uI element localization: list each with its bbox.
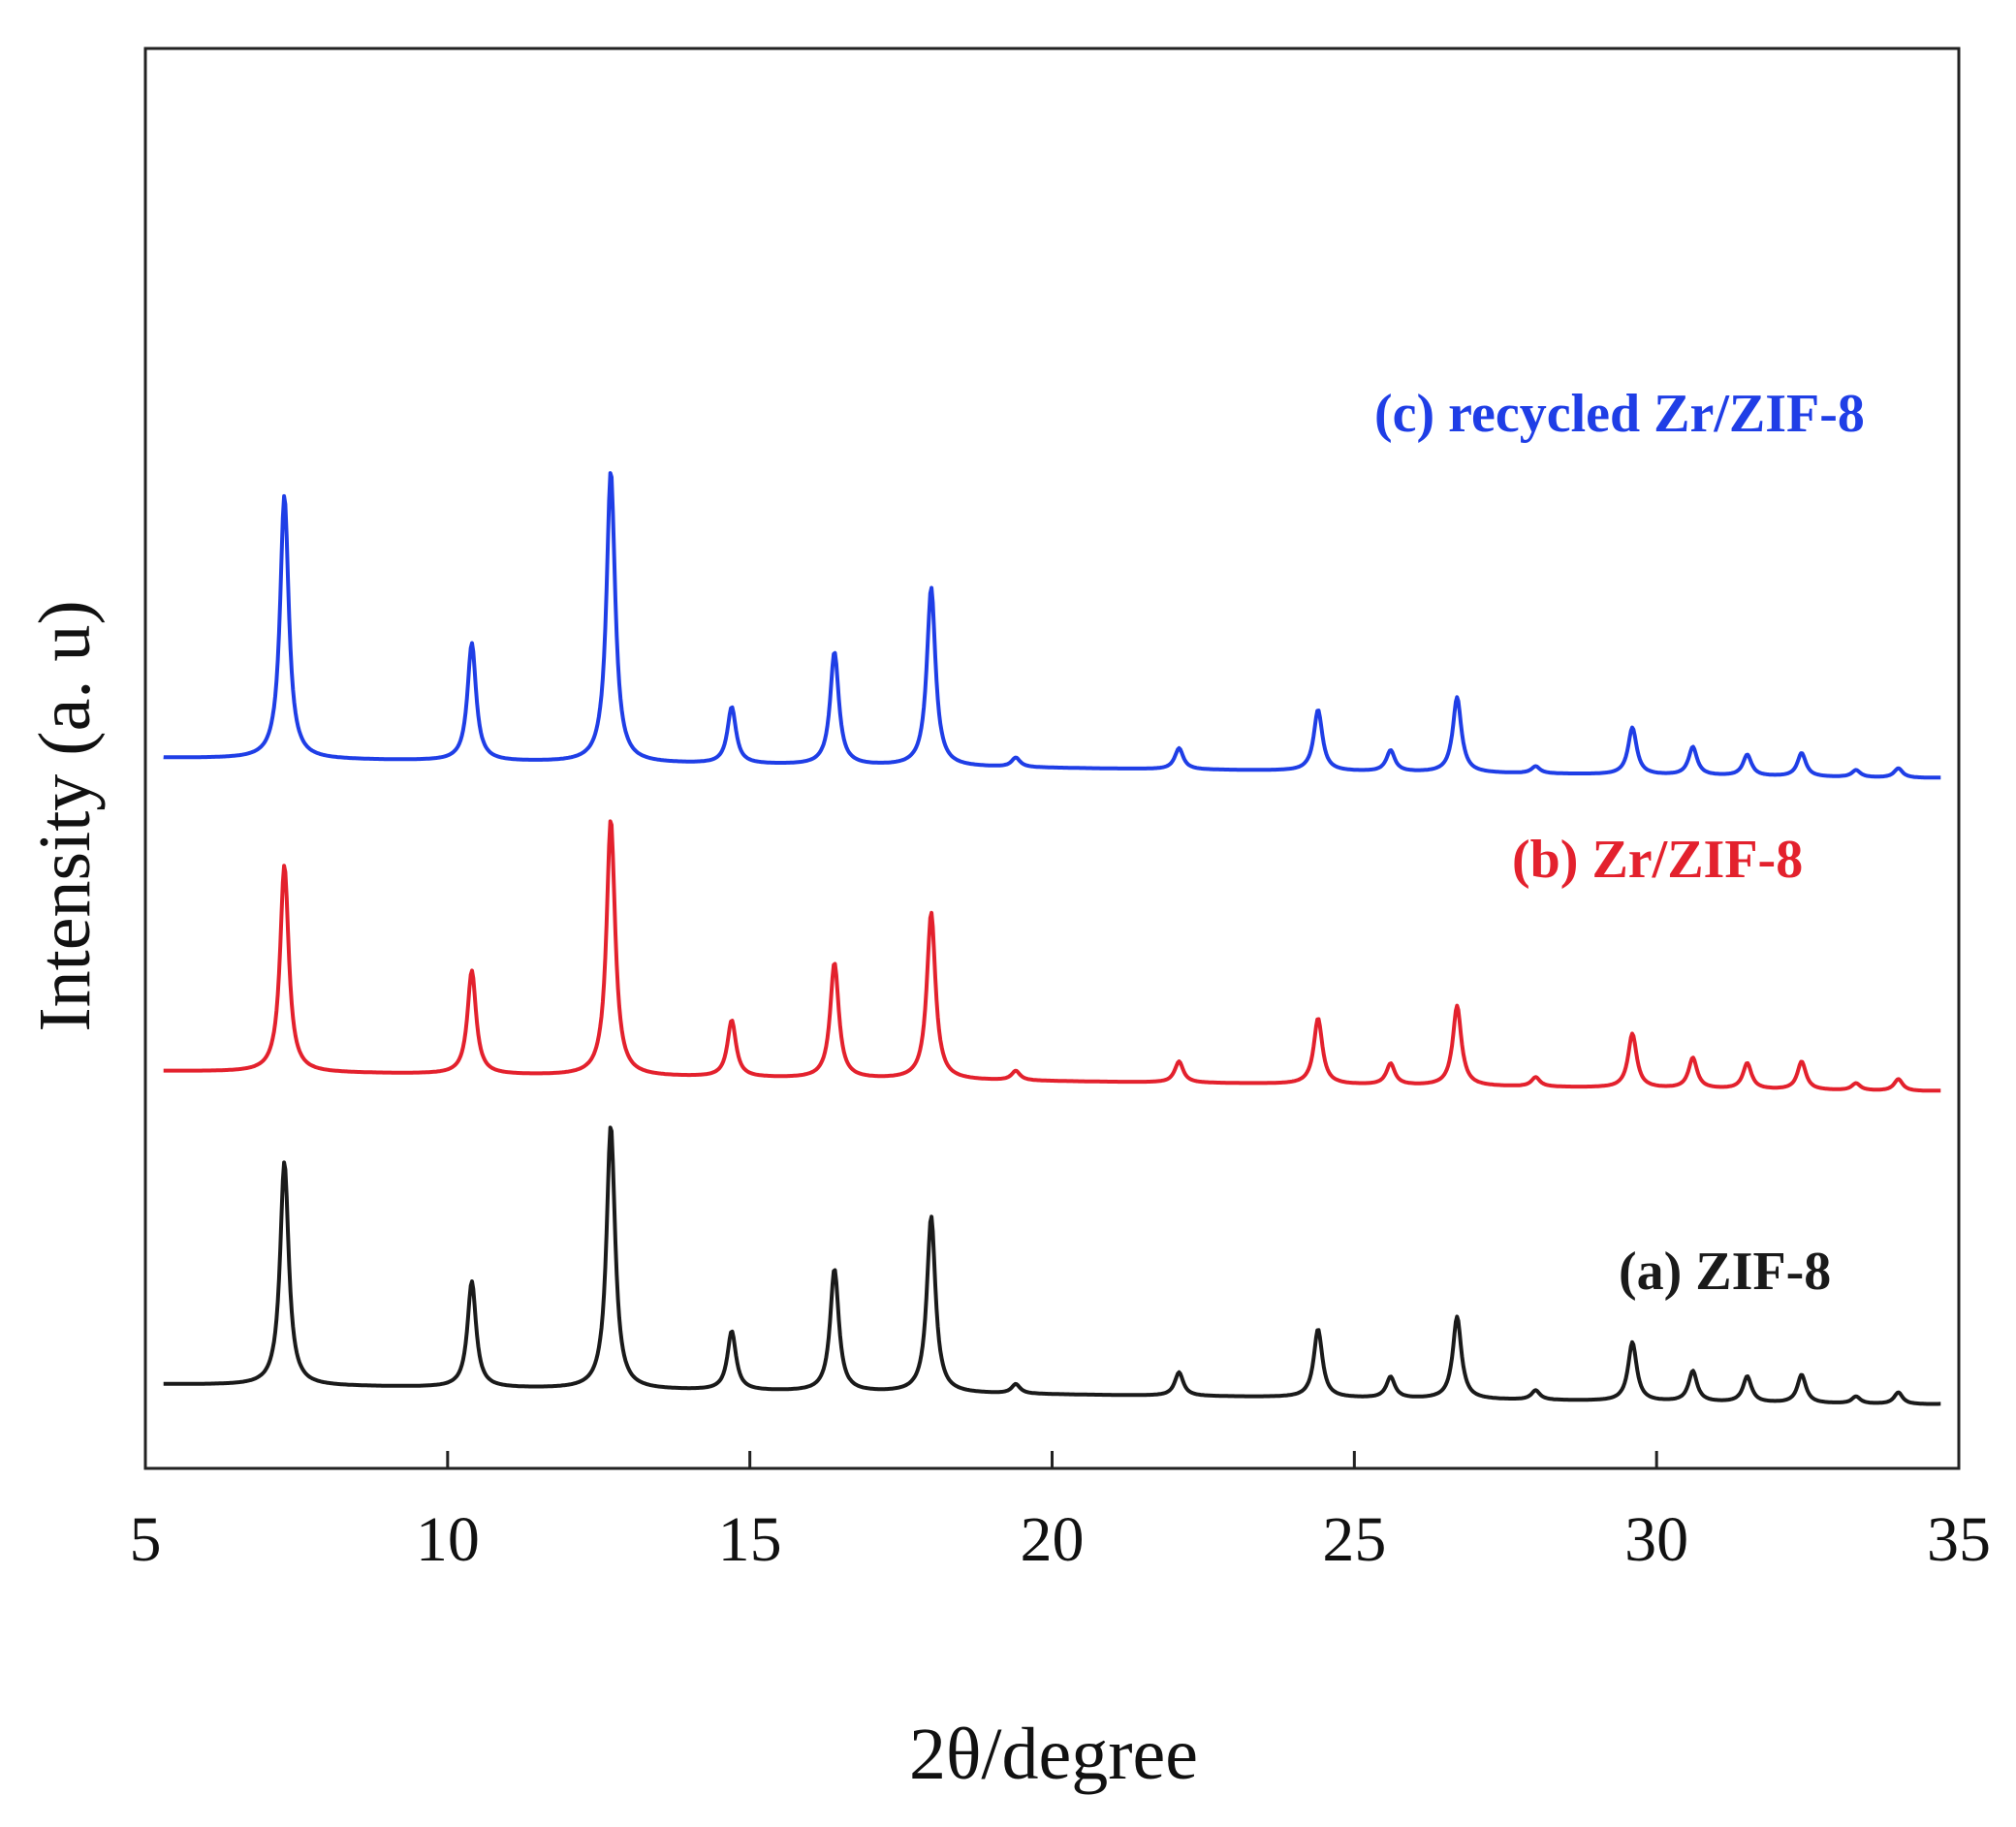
y-axis-title: Intensity (a. u) — [24, 600, 106, 1031]
x-axis-title: 2θ/degree — [909, 1714, 1198, 1795]
series-line-b — [163, 819, 1941, 1093]
x-tick-label: 10 — [416, 1504, 480, 1575]
series-line-c — [163, 471, 1941, 780]
x-tick-label: 20 — [1021, 1504, 1085, 1575]
series-line-a — [163, 1125, 1941, 1406]
x-tick-label: 5 — [130, 1504, 162, 1575]
series-label-c: (c) recycled Zr/ZIF-8 — [1374, 384, 1865, 444]
x-tick-label: 30 — [1624, 1504, 1688, 1575]
x-axis-ticks: 5 10 15 20 25 30 35 — [130, 1451, 1991, 1575]
x-tick-label: 25 — [1322, 1504, 1386, 1575]
series-layer — [163, 471, 1941, 1406]
series-label-b: (b) Zr/ZIF-8 — [1512, 830, 1803, 890]
series-label-a: (a) ZIF-8 — [1619, 1242, 1831, 1302]
x-tick-label: 35 — [1927, 1504, 1991, 1575]
series-labels: (a) ZIF-8 (b) Zr/ZIF-8 (c) recycled Zr/Z… — [1374, 384, 1865, 1302]
x-tick-label: 15 — [718, 1504, 782, 1575]
